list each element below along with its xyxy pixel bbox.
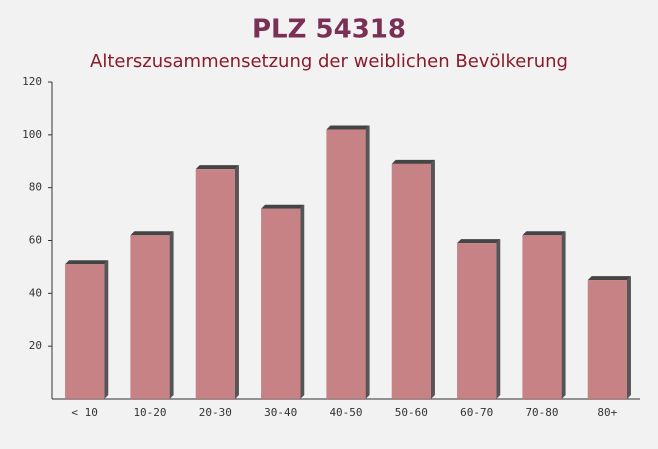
x-tick-label: 20-30 xyxy=(199,406,232,419)
bar-shadow xyxy=(300,204,305,399)
y-tick-label: 20 xyxy=(29,339,42,352)
x-tick-label: < 10 xyxy=(71,406,98,419)
bar-top xyxy=(457,239,501,244)
bar xyxy=(130,235,170,399)
chart-subtitle: Alterszusammensetzung der weiblichen Bev… xyxy=(90,51,568,72)
bar xyxy=(457,243,497,399)
bar-top xyxy=(522,231,566,236)
x-tick-label: 10-20 xyxy=(133,406,166,419)
x-tick-label: 30-40 xyxy=(264,406,297,419)
bar-top xyxy=(261,204,305,209)
bar-shadow xyxy=(365,125,370,400)
bar-top xyxy=(65,260,109,265)
y-tick-label: 100 xyxy=(22,128,42,141)
x-tick-label: 40-50 xyxy=(329,406,362,419)
bar xyxy=(326,129,366,400)
bar xyxy=(261,208,301,399)
chart-title: PLZ 54318 xyxy=(252,15,406,45)
bar-top xyxy=(391,159,435,164)
bar xyxy=(195,169,235,399)
bar-top xyxy=(587,276,631,281)
bar-shadow xyxy=(561,231,566,399)
bar-top xyxy=(326,125,370,130)
bar-shadow xyxy=(430,159,435,399)
bar xyxy=(587,280,627,399)
x-tick-label: 60-70 xyxy=(460,406,493,419)
y-tick-label: 60 xyxy=(29,234,42,247)
y-tick-label: 80 xyxy=(29,181,42,194)
x-tick-label: 80+ xyxy=(597,406,617,419)
y-tick-label: 120 xyxy=(22,75,42,88)
bar-shadow xyxy=(496,239,501,399)
x-tick-label: 50-60 xyxy=(395,406,428,419)
bar-top xyxy=(130,231,174,236)
bar-top xyxy=(195,165,239,170)
bar-shadow xyxy=(169,231,174,399)
bar-shadow xyxy=(104,260,109,399)
x-tick-label: 70-80 xyxy=(525,406,558,419)
bar xyxy=(65,264,105,399)
bar xyxy=(522,235,562,399)
bar xyxy=(391,163,431,399)
bar-shadow xyxy=(626,276,631,399)
bar-shadow xyxy=(234,165,239,399)
y-tick-label: 40 xyxy=(29,286,42,299)
